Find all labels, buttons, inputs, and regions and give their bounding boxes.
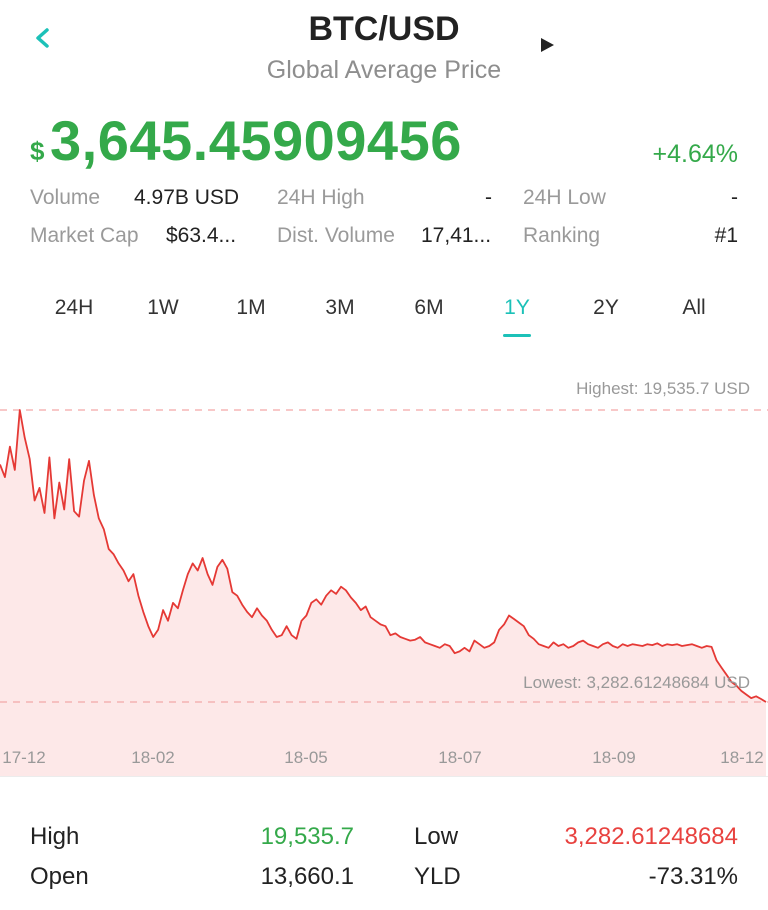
page-title: BTC/USD: [308, 10, 460, 48]
open-label: Open: [30, 863, 89, 890]
tab-1w[interactable]: 1W: [147, 296, 179, 319]
open-value: 13,660.1: [260, 863, 354, 890]
period-tabs: 24H 1W 1M 3M 6M 1Y 2Y All: [0, 296, 768, 346]
stat-value-24h-high: -: [485, 186, 492, 209]
stat-value-ranking: #1: [714, 224, 738, 247]
stat-label-24h-low: 24H Low: [523, 186, 606, 209]
price-change: +4.64%: [652, 140, 739, 168]
tab-all[interactable]: All: [682, 296, 706, 319]
low-value: 3,282.61248684: [564, 823, 738, 850]
tab-1y[interactable]: 1Y: [477, 296, 557, 337]
x-tick-label: 18-05: [284, 748, 327, 767]
lowest-label: Lowest: 3,282.61248684 USD: [523, 673, 750, 692]
x-tick-label: 18-07: [438, 748, 481, 767]
play-icon[interactable]: [538, 36, 556, 54]
stat-value-volume: 4.97B USD: [134, 186, 240, 209]
stat-label-ranking: Ranking: [523, 224, 601, 247]
price-chart[interactable]: Highest: 19,535.7 USD Lowest: 3,282.6124…: [0, 370, 768, 776]
high-value: 19,535.7: [260, 823, 354, 850]
currency-symbol: $: [30, 136, 45, 166]
stat-label-24h-high: 24H High: [277, 186, 365, 209]
tab-24h[interactable]: 24H: [54, 296, 94, 319]
low-label: Low: [414, 823, 459, 850]
high-label: High: [30, 823, 80, 850]
stat-label-volume: Volume: [30, 186, 101, 209]
tab-6m[interactable]: 6M: [414, 296, 444, 319]
tab-2y[interactable]: 2Y: [593, 296, 619, 319]
chevron-left-icon[interactable]: [28, 20, 58, 56]
summary-panel: High 19,535.7 Low 3,282.61248684 Open 13…: [0, 776, 768, 910]
price-line: [0, 409, 767, 703]
yld-value: -73.31%: [648, 863, 738, 890]
chart-area-fill: [0, 410, 766, 776]
stat-value-dist-volume: 17,41...: [421, 224, 492, 247]
stat-label-market-cap: Market Cap: [30, 224, 139, 247]
highest-label: Highest: 19,535.7 USD: [576, 379, 750, 398]
stat-value-market-cap: $63.4...: [166, 224, 237, 247]
page-subtitle: Global Average Price: [266, 56, 502, 84]
current-price: 3,645.45909456: [50, 109, 462, 172]
tab-3m[interactable]: 3M: [325, 296, 355, 319]
stat-label-dist-volume: Dist. Volume: [277, 224, 395, 247]
yld-label: YLD: [414, 863, 461, 890]
x-tick-label: 17-12: [2, 748, 45, 767]
stat-value-24h-low: -: [731, 186, 738, 209]
x-tick-label: 18-09: [592, 748, 635, 767]
x-tick-label: 18-12: [720, 748, 763, 767]
tab-1m[interactable]: 1M: [236, 296, 266, 319]
x-tick-label: 18-02: [131, 748, 174, 767]
